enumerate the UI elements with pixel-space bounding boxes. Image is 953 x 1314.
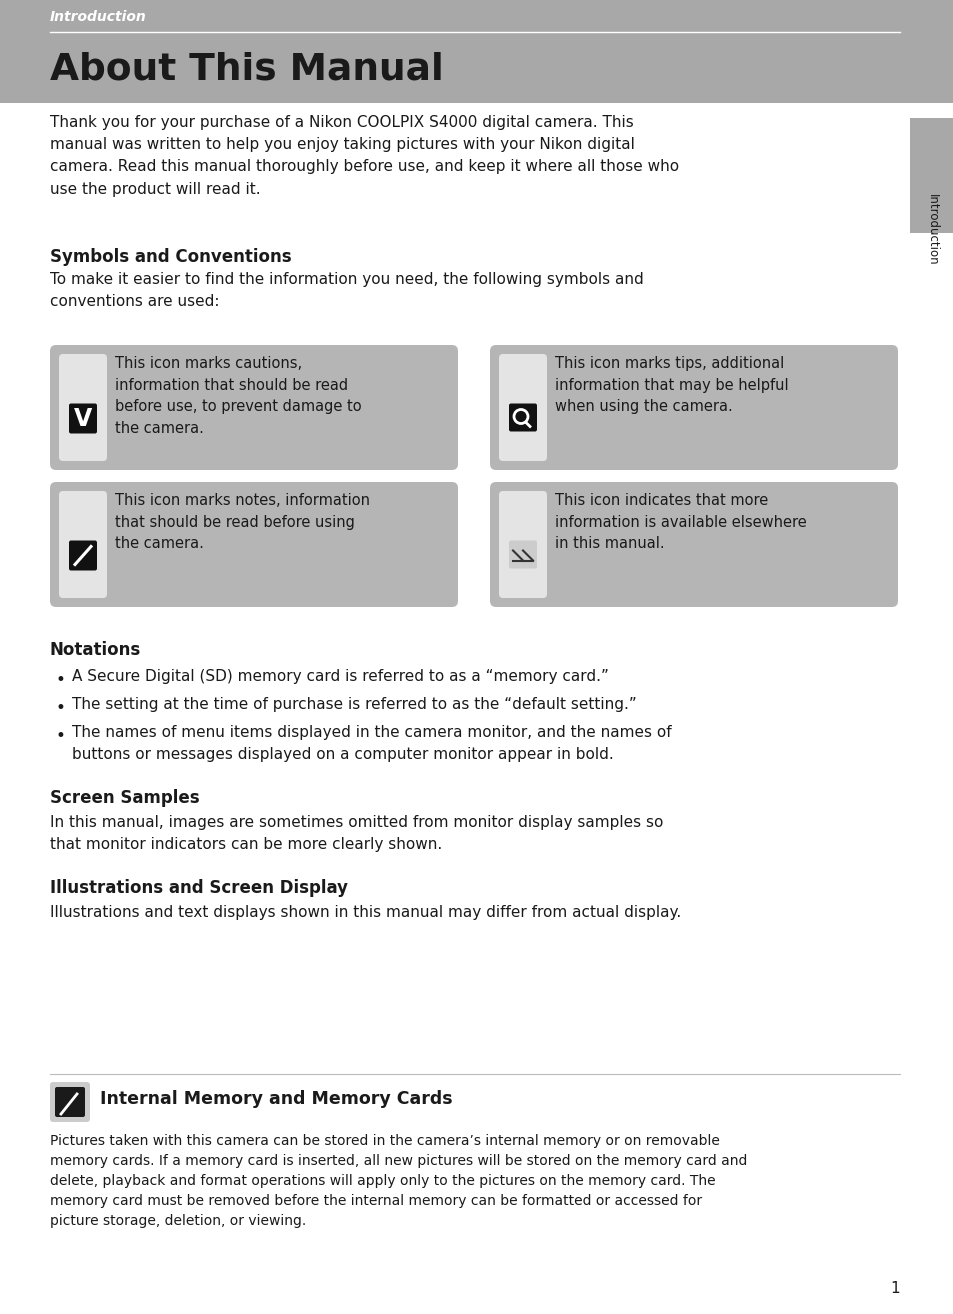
Text: Introduction: Introduction [50,11,147,24]
Text: This icon indicates that more
information is available elsewhere
in this manual.: This icon indicates that more informatio… [555,493,806,551]
Text: This icon marks notes, information
that should be read before using
the camera.: This icon marks notes, information that … [115,493,370,551]
FancyBboxPatch shape [490,346,897,470]
FancyBboxPatch shape [509,403,537,431]
Text: The setting at the time of purchase is referred to as the “default setting.”: The setting at the time of purchase is r… [71,696,636,712]
Text: Pictures taken with this camera can be stored in the camera’s internal memory or: Pictures taken with this camera can be s… [50,1134,746,1229]
Text: •: • [56,699,66,717]
FancyBboxPatch shape [59,353,107,461]
Text: Illustrations and text displays shown in this manual may differ from actual disp: Illustrations and text displays shown in… [50,905,680,920]
FancyBboxPatch shape [490,482,897,607]
FancyBboxPatch shape [69,403,97,434]
FancyBboxPatch shape [69,540,97,570]
Text: Internal Memory and Memory Cards: Internal Memory and Memory Cards [100,1091,452,1108]
Text: Introduction: Introduction [924,194,938,265]
FancyBboxPatch shape [50,346,457,470]
Text: •: • [56,671,66,689]
Text: This icon marks tips, additional
information that may be helpful
when using the : This icon marks tips, additional informa… [555,356,788,414]
Text: Screen Samples: Screen Samples [50,788,199,807]
Text: In this manual, images are sometimes omitted from monitor display samples so
tha: In this manual, images are sometimes omi… [50,815,662,853]
Text: The names of menu items displayed in the camera monitor, and the names of
button: The names of menu items displayed in the… [71,725,671,762]
Text: A Secure Digital (SD) memory card is referred to as a “memory card.”: A Secure Digital (SD) memory card is ref… [71,669,608,685]
Text: Symbols and Conventions: Symbols and Conventions [50,248,292,265]
Text: Illustrations and Screen Display: Illustrations and Screen Display [50,879,348,897]
Bar [0,0,953,102]
Bar [909,118,953,233]
FancyBboxPatch shape [509,540,537,569]
Text: About This Manual: About This Manual [50,53,443,88]
FancyBboxPatch shape [55,1087,85,1117]
Text: Thank you for your purchase of a Nikon COOLPIX S4000 digital camera. This
manual: Thank you for your purchase of a Nikon C… [50,116,679,197]
FancyBboxPatch shape [59,491,107,598]
FancyBboxPatch shape [50,1081,90,1122]
Text: Notations: Notations [50,641,141,660]
Text: •: • [56,727,66,745]
Text: 1: 1 [889,1281,899,1296]
FancyBboxPatch shape [50,482,457,607]
FancyBboxPatch shape [498,491,546,598]
Text: This icon marks cautions,
information that should be read
before use, to prevent: This icon marks cautions, information th… [115,356,361,436]
FancyBboxPatch shape [498,353,546,461]
Text: To make it easier to find the information you need, the following symbols and
co: To make it easier to find the informatio… [50,272,643,309]
Text: V: V [73,407,92,431]
